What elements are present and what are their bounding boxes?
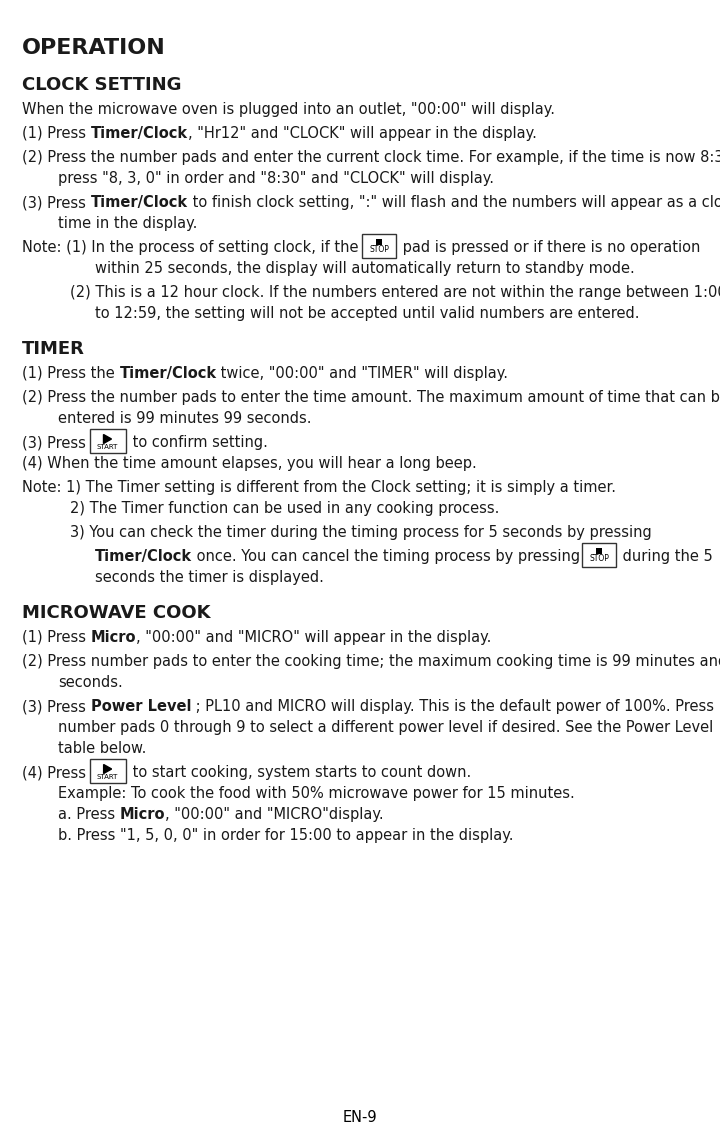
Text: When the microwave oven is plugged into an outlet, "00:00" will display.: When the microwave oven is plugged into … bbox=[22, 102, 555, 117]
Polygon shape bbox=[104, 765, 112, 774]
Text: once. You can cancel the timing process by pressing: once. You can cancel the timing process … bbox=[192, 550, 580, 564]
Text: table below.: table below. bbox=[58, 741, 146, 756]
Text: time in the display.: time in the display. bbox=[58, 216, 197, 231]
Text: Power Level: Power Level bbox=[91, 699, 191, 714]
Bar bbox=[596, 548, 602, 554]
Text: to 12:59, the setting will not be accepted until valid numbers are entered.: to 12:59, the setting will not be accept… bbox=[95, 306, 639, 321]
Text: STOP: STOP bbox=[589, 554, 609, 563]
Text: Note: 1) The Timer setting is different from the Clock setting; it is simply a t: Note: 1) The Timer setting is different … bbox=[22, 480, 616, 495]
Text: to finish clock setting, ":" will flash and the numbers will appear as a clock: to finish clock setting, ":" will flash … bbox=[188, 195, 720, 210]
FancyBboxPatch shape bbox=[89, 429, 125, 453]
Text: twice, "00:00" and "TIMER" will display.: twice, "00:00" and "TIMER" will display. bbox=[217, 366, 508, 381]
Text: START: START bbox=[96, 444, 118, 450]
Text: (2) Press the number pads to enter the time amount. The maximum amount of time t: (2) Press the number pads to enter the t… bbox=[22, 390, 720, 404]
Text: , "00:00" and "MICRO" will appear in the display.: , "00:00" and "MICRO" will appear in the… bbox=[136, 630, 492, 645]
FancyBboxPatch shape bbox=[362, 235, 396, 258]
Text: Timer/Clock: Timer/Clock bbox=[120, 366, 217, 381]
Text: press "8, 3, 0" in order and "8:30" and "CLOCK" will display.: press "8, 3, 0" in order and "8:30" and … bbox=[58, 171, 494, 186]
Text: ; PL10 and MICRO will display. This is the default power of 100%. Press: ; PL10 and MICRO will display. This is t… bbox=[191, 699, 714, 714]
Text: 3) You can check the timer during the timing process for 5 seconds by pressing: 3) You can check the timer during the ti… bbox=[70, 525, 652, 540]
Text: Timer/Clock: Timer/Clock bbox=[91, 195, 188, 210]
Text: during the 5: during the 5 bbox=[618, 550, 713, 564]
Text: OPERATION: OPERATION bbox=[22, 39, 166, 58]
Text: a. Press: a. Press bbox=[58, 807, 120, 823]
Text: (1) Press: (1) Press bbox=[22, 630, 91, 645]
Text: (2) Press the number pads and enter the current clock time. For example, if the : (2) Press the number pads and enter the … bbox=[22, 150, 720, 165]
Text: entered is 99 minutes 99 seconds.: entered is 99 minutes 99 seconds. bbox=[58, 411, 312, 426]
Text: b. Press "1, 5, 0, 0" in order for 15:00 to appear in the display.: b. Press "1, 5, 0, 0" in order for 15:00… bbox=[58, 828, 513, 843]
Text: to start cooking, system starts to count down.: to start cooking, system starts to count… bbox=[127, 765, 471, 780]
Text: within 25 seconds, the display will automatically return to standby mode.: within 25 seconds, the display will auto… bbox=[95, 261, 635, 276]
Text: pad is pressed or if there is no operation: pad is pressed or if there is no operati… bbox=[398, 240, 701, 255]
Text: Timer/Clock: Timer/Clock bbox=[95, 550, 192, 564]
Text: STOP: STOP bbox=[369, 245, 389, 254]
Text: Micro: Micro bbox=[120, 807, 166, 823]
Text: (3) Press: (3) Press bbox=[22, 699, 91, 714]
Text: number pads 0 through 9 to select a different power level if desired. See the Po: number pads 0 through 9 to select a diff… bbox=[58, 719, 714, 735]
Text: , "00:00" and "MICRO"display.: , "00:00" and "MICRO"display. bbox=[166, 807, 384, 823]
Bar bbox=[376, 239, 382, 245]
Text: START: START bbox=[97, 774, 118, 780]
FancyBboxPatch shape bbox=[89, 759, 125, 783]
Text: (2) This is a 12 hour clock. If the numbers entered are not within the range bet: (2) This is a 12 hour clock. If the numb… bbox=[70, 286, 720, 300]
Text: (2) Press number pads to enter the cooking time; the maximum cooking time is 99 : (2) Press number pads to enter the cooki… bbox=[22, 654, 720, 668]
Text: (1) Press: (1) Press bbox=[22, 126, 91, 140]
Text: (1) Press the: (1) Press the bbox=[22, 366, 120, 381]
Text: MICROWAVE COOK: MICROWAVE COOK bbox=[22, 604, 210, 622]
Text: , "Hr12" and "CLOCK" will appear in the display.: , "Hr12" and "CLOCK" will appear in the … bbox=[188, 126, 536, 140]
Text: to confirm setting.: to confirm setting. bbox=[127, 435, 267, 450]
Text: Example: To cook the food with 50% microwave power for 15 minutes.: Example: To cook the food with 50% micro… bbox=[58, 786, 575, 801]
Text: seconds.: seconds. bbox=[58, 675, 122, 690]
Text: Micro: Micro bbox=[91, 630, 136, 645]
Text: TIMER: TIMER bbox=[22, 340, 85, 358]
Text: seconds the timer is displayed.: seconds the timer is displayed. bbox=[95, 570, 324, 585]
Polygon shape bbox=[104, 434, 112, 443]
Text: CLOCK SETTING: CLOCK SETTING bbox=[22, 76, 181, 94]
FancyBboxPatch shape bbox=[582, 543, 616, 566]
Text: Note: (1) In the process of setting clock, if the: Note: (1) In the process of setting cloc… bbox=[22, 240, 363, 255]
Text: (4) Press: (4) Press bbox=[22, 765, 91, 780]
Text: Timer/Clock: Timer/Clock bbox=[91, 126, 188, 140]
Text: (3) Press: (3) Press bbox=[22, 435, 91, 450]
Text: 2) The Timer function can be used in any cooking process.: 2) The Timer function can be used in any… bbox=[70, 501, 500, 516]
Text: EN-9: EN-9 bbox=[343, 1110, 377, 1125]
Text: (3) Press: (3) Press bbox=[22, 195, 91, 210]
Text: (4) When the time amount elapses, you will hear a long beep.: (4) When the time amount elapses, you wi… bbox=[22, 455, 477, 471]
